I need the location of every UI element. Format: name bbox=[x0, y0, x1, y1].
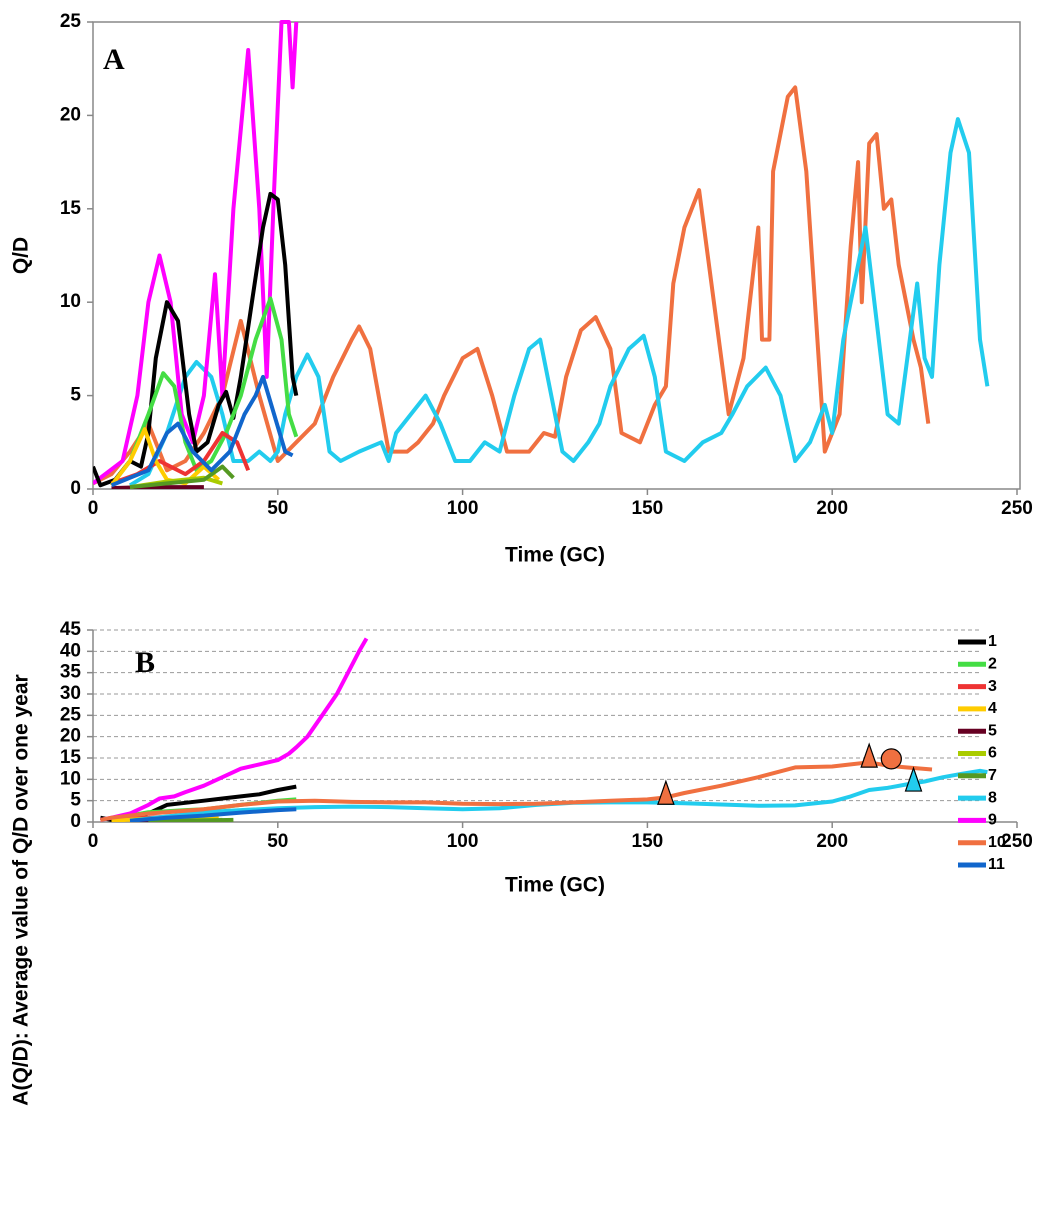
y-tick-label: 10 bbox=[60, 291, 81, 312]
y-axis-label: Q/D bbox=[10, 237, 33, 274]
x-tick-label: 100 bbox=[447, 831, 479, 852]
series-line bbox=[93, 85, 931, 486]
series-line bbox=[109, 296, 299, 487]
series-line bbox=[111, 485, 204, 489]
legend-label: 3 bbox=[988, 678, 997, 695]
series-line bbox=[100, 637, 369, 822]
legend-label: 6 bbox=[988, 745, 997, 762]
x-tick-label: 150 bbox=[632, 498, 664, 519]
panel-label: A bbox=[103, 43, 125, 76]
x-tick-label: 150 bbox=[632, 831, 664, 852]
y-tick-label: 30 bbox=[60, 683, 81, 704]
legend-label: 11 bbox=[988, 856, 1005, 873]
legend-label: 7 bbox=[988, 767, 997, 784]
plot-frame bbox=[92, 21, 1021, 490]
x-tick-label: 200 bbox=[816, 498, 848, 519]
x-tick-label: 0 bbox=[88, 831, 99, 852]
y-tick-label: 10 bbox=[60, 768, 81, 789]
y-tick-label: 15 bbox=[60, 198, 82, 219]
y-tick-label: 5 bbox=[70, 790, 81, 811]
x-tick-label: 0 bbox=[88, 498, 99, 519]
series-line bbox=[129, 464, 235, 489]
y-tick-label: 0 bbox=[70, 811, 81, 832]
x-tick-label: 200 bbox=[816, 831, 848, 852]
y-tick-label: 20 bbox=[60, 104, 81, 125]
x-tick-label: 50 bbox=[267, 498, 288, 519]
legend-label: 4 bbox=[988, 700, 997, 717]
legend-label: 2 bbox=[988, 656, 997, 673]
marker bbox=[880, 748, 902, 770]
y-tick-label: 20 bbox=[60, 726, 81, 747]
x-tick-label: 100 bbox=[447, 498, 479, 519]
legend-label: 10 bbox=[988, 834, 1006, 851]
x-axis-label: Time (GC) bbox=[505, 544, 605, 567]
series-line bbox=[100, 760, 933, 822]
y-tick-label: 5 bbox=[70, 385, 81, 406]
legend-label: 5 bbox=[988, 722, 997, 739]
x-tick-label: 50 bbox=[267, 831, 288, 852]
y-tick-label: 25 bbox=[60, 704, 82, 725]
series-line bbox=[109, 427, 221, 487]
y-tick-label: 35 bbox=[60, 662, 82, 683]
series-line bbox=[93, 20, 299, 485]
plot-lines bbox=[93, 20, 990, 489]
panel-label: B bbox=[135, 646, 155, 679]
y-tick-label: 0 bbox=[70, 478, 81, 499]
legend-label: 8 bbox=[988, 789, 997, 806]
x-tick-label: 250 bbox=[1001, 831, 1033, 852]
plot-lines bbox=[100, 637, 988, 822]
legend-label: 9 bbox=[988, 812, 997, 829]
y-axis-label: A(Q/D): Average value of Q/D over one ye… bbox=[10, 674, 33, 1105]
series-line bbox=[110, 374, 294, 488]
y-tick-label: 15 bbox=[60, 747, 82, 768]
y-tick-label: 45 bbox=[60, 619, 82, 640]
y-tick-label: 25 bbox=[60, 11, 82, 32]
series-line bbox=[93, 191, 299, 488]
legend-label: 1 bbox=[988, 633, 997, 650]
marker bbox=[657, 779, 675, 805]
x-axis-label: Time (GC) bbox=[505, 874, 605, 897]
series-line bbox=[129, 807, 297, 822]
marker bbox=[860, 742, 879, 768]
marker bbox=[904, 766, 923, 792]
y-tick-label: 40 bbox=[60, 640, 81, 661]
x-tick-label: 250 bbox=[1001, 498, 1033, 519]
series-line bbox=[148, 817, 234, 822]
